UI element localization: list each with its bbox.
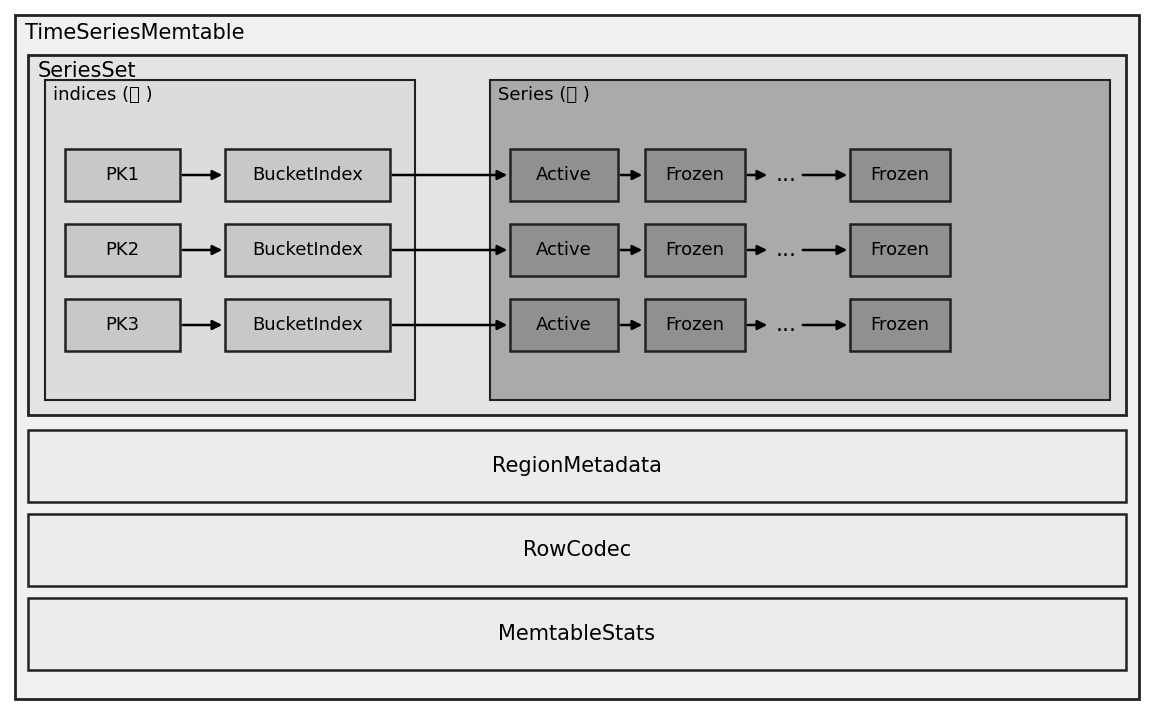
FancyBboxPatch shape (65, 149, 180, 201)
Text: Frozen: Frozen (870, 241, 929, 259)
Text: Active: Active (537, 316, 592, 334)
FancyBboxPatch shape (225, 224, 390, 276)
FancyBboxPatch shape (28, 514, 1126, 586)
FancyBboxPatch shape (645, 149, 745, 201)
FancyBboxPatch shape (510, 299, 619, 351)
Text: SeriesSet: SeriesSet (38, 61, 136, 81)
Text: Active: Active (537, 166, 592, 184)
Text: Frozen: Frozen (666, 166, 725, 184)
FancyBboxPatch shape (645, 299, 745, 351)
FancyBboxPatch shape (65, 224, 180, 276)
FancyBboxPatch shape (45, 80, 415, 400)
FancyBboxPatch shape (28, 430, 1126, 502)
Text: Active: Active (537, 241, 592, 259)
Text: RegionMetadata: RegionMetadata (492, 456, 662, 476)
Text: Frozen: Frozen (870, 166, 929, 184)
Text: PK1: PK1 (105, 166, 140, 184)
Text: ...: ... (775, 315, 796, 335)
FancyBboxPatch shape (645, 224, 745, 276)
FancyBboxPatch shape (510, 224, 619, 276)
Text: BucketIndex: BucketIndex (252, 241, 362, 259)
Text: Frozen: Frozen (870, 316, 929, 334)
Text: Frozen: Frozen (666, 316, 725, 334)
Text: RowCodec: RowCodec (523, 540, 631, 560)
FancyBboxPatch shape (225, 299, 390, 351)
Text: ...: ... (775, 165, 796, 185)
FancyBboxPatch shape (510, 149, 619, 201)
Text: BucketIndex: BucketIndex (252, 316, 362, 334)
Text: Series (🔒 ): Series (🔒 ) (499, 86, 590, 104)
FancyBboxPatch shape (28, 55, 1126, 415)
Text: Frozen: Frozen (666, 241, 725, 259)
Text: indices (🔒 ): indices (🔒 ) (53, 86, 152, 104)
FancyBboxPatch shape (490, 80, 1110, 400)
Text: MemtableStats: MemtableStats (499, 624, 655, 644)
FancyBboxPatch shape (65, 299, 180, 351)
FancyBboxPatch shape (15, 15, 1139, 699)
FancyBboxPatch shape (850, 149, 950, 201)
Text: BucketIndex: BucketIndex (252, 166, 362, 184)
Text: PK2: PK2 (105, 241, 140, 259)
Text: TimeSeriesMemtable: TimeSeriesMemtable (25, 23, 245, 43)
FancyBboxPatch shape (850, 299, 950, 351)
FancyBboxPatch shape (225, 149, 390, 201)
Text: PK3: PK3 (105, 316, 140, 334)
FancyBboxPatch shape (850, 224, 950, 276)
Text: ...: ... (775, 240, 796, 260)
FancyBboxPatch shape (28, 598, 1126, 670)
